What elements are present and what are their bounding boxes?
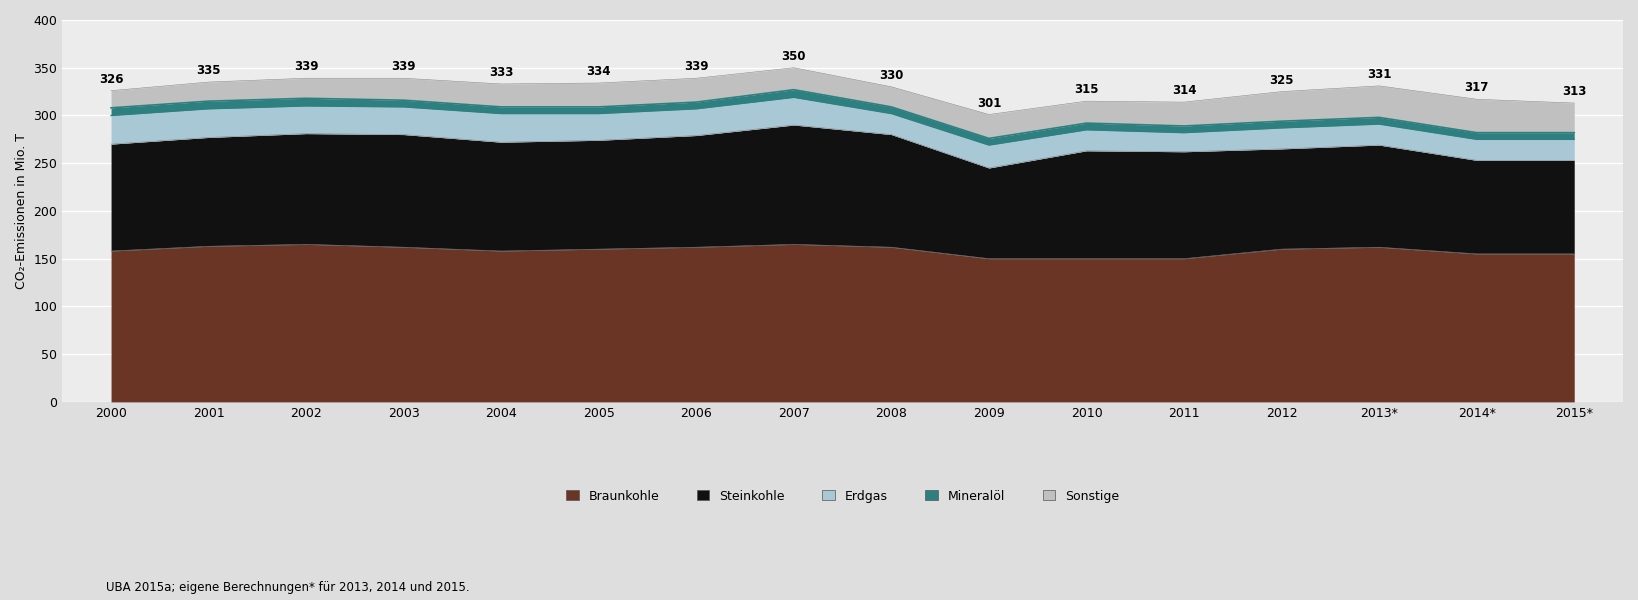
Text: 331: 331 (1368, 68, 1391, 81)
Text: 301: 301 (976, 97, 1001, 110)
Text: 330: 330 (880, 69, 904, 82)
Y-axis label: CO₂-Emissionen in Mio. T: CO₂-Emissionen in Mio. T (15, 133, 28, 289)
Text: 339: 339 (391, 61, 416, 73)
Text: 314: 314 (1171, 85, 1196, 97)
Text: UBA 2015a; eigene Berechnungen* für 2013, 2014 und 2015.: UBA 2015a; eigene Berechnungen* für 2013… (106, 581, 470, 594)
Legend: Braunkohle, Steinkohle, Erdgas, Mineralöl, Sonstige: Braunkohle, Steinkohle, Erdgas, Mineralö… (567, 490, 1119, 503)
Text: 339: 339 (293, 61, 318, 73)
Text: 339: 339 (685, 61, 709, 73)
Text: 317: 317 (1464, 82, 1489, 94)
Text: 350: 350 (781, 50, 806, 63)
Text: 315: 315 (1075, 83, 1099, 97)
Text: 334: 334 (586, 65, 611, 78)
Text: 333: 333 (490, 66, 513, 79)
Text: 313: 313 (1563, 85, 1587, 98)
Text: 326: 326 (98, 73, 123, 86)
Text: 325: 325 (1269, 74, 1294, 87)
Text: 335: 335 (197, 64, 221, 77)
